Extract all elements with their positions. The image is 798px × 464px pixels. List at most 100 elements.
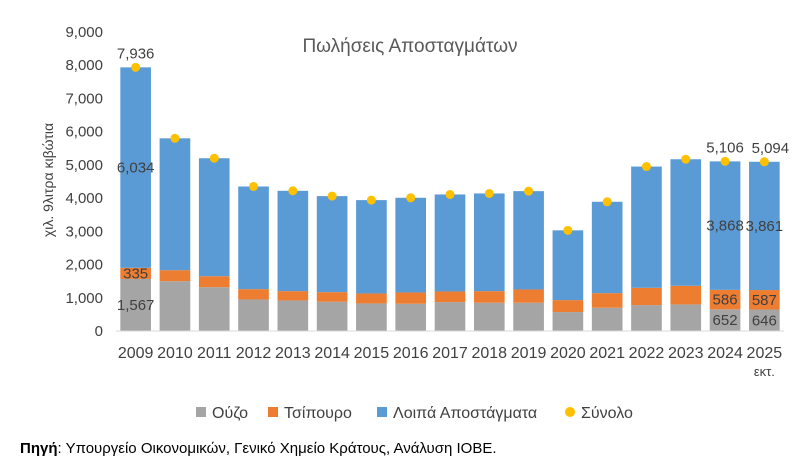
legend-marker [565, 407, 575, 417]
data-label: 6,034 [117, 160, 155, 177]
data-label: 335 [123, 265, 148, 282]
data-label: 5,106 [706, 139, 744, 156]
total-point [209, 153, 219, 163]
bar-segment [513, 191, 544, 290]
bar-segment [434, 302, 466, 331]
data-label: 7,936 [117, 45, 155, 62]
total-point [445, 189, 455, 199]
total-point [602, 197, 612, 207]
data-label: 3,861 [746, 218, 784, 235]
bar-segment [709, 161, 741, 290]
total-point [406, 193, 416, 203]
bar-segment [709, 289, 741, 310]
x-tick-label: 2013 [275, 345, 311, 362]
total-point [249, 181, 259, 191]
y-tick-label: 7,000 [65, 90, 103, 107]
total-point [524, 186, 534, 196]
bar-segment [670, 304, 702, 331]
y-tick-label: 1,000 [65, 290, 103, 307]
x-tick-label: 2022 [629, 345, 665, 362]
bar-segment [277, 291, 309, 301]
bar-segment [198, 287, 230, 331]
legend-swatch [377, 407, 387, 417]
total-point [641, 162, 651, 172]
data-label: 1,567 [117, 297, 155, 314]
legend-label: Λοιπά Αποστάγματα [393, 405, 537, 422]
bar-segment [316, 301, 348, 331]
bar-segment [159, 270, 191, 282]
x-tick-label: 2016 [393, 345, 429, 362]
bar-segment [120, 278, 151, 331]
legend-label: Ούζο [212, 405, 248, 422]
y-tick-label: 5,000 [65, 157, 103, 174]
bar-segment [749, 290, 780, 310]
x-tick-label: 2018 [471, 345, 507, 362]
x-tick-label: 2014 [314, 345, 350, 362]
bar-segment [395, 197, 427, 293]
bar-segment [120, 67, 151, 268]
bar-segment [238, 186, 269, 290]
y-tick-label: 2,000 [65, 257, 103, 274]
bar-segment [631, 287, 662, 306]
bar-segment [631, 305, 662, 331]
bar-segment [552, 230, 584, 301]
y-tick-label: 9,000 [65, 24, 103, 41]
bar-segment [238, 299, 269, 331]
total-point [288, 186, 298, 196]
x-tick-label: 2023 [668, 345, 704, 362]
total-point [759, 157, 769, 167]
bar-segment [356, 303, 387, 331]
bar-segment [631, 166, 662, 288]
bar-segment [198, 276, 230, 288]
legend-label: Σύνολο [581, 405, 633, 422]
bar-segment [238, 289, 269, 300]
legend-label: Τσίπουρο [284, 405, 352, 422]
x-tick-label: 2010 [157, 345, 193, 362]
total-point [720, 156, 730, 166]
x-tick-label: 2020 [550, 345, 586, 362]
x-tick-label: 2019 [511, 345, 547, 362]
bar-segment [749, 161, 780, 291]
bar-segment [473, 193, 505, 292]
source-note: Πηγή: Υπουργείο Οικονομικών, Γενικό Χημε… [20, 440, 497, 457]
total-point [563, 225, 573, 235]
total-point [484, 188, 494, 198]
total-point [366, 195, 376, 205]
legend-swatch [268, 407, 278, 417]
bar-segment [356, 293, 387, 304]
bar-segment [591, 201, 623, 294]
bar-segment [473, 302, 505, 331]
bar-segment [591, 307, 623, 331]
y-tick-label: 3,000 [65, 223, 103, 240]
data-label: 587 [752, 292, 777, 309]
source-text: : Υπουργείο Οικονομικών, Γενικό Χημείο Κ… [57, 440, 497, 457]
source-label: Πηγή [20, 440, 58, 457]
x-tick-label: 2009 [118, 345, 154, 362]
total-point [131, 62, 141, 72]
bar-segment [316, 292, 348, 302]
bar-segment [513, 289, 544, 303]
x-tick-label: 2012 [236, 345, 272, 362]
bar-segment [552, 300, 584, 313]
y-tick-label: 0 [95, 323, 103, 340]
bar-segment [434, 291, 466, 303]
bar-segment [434, 194, 466, 292]
x-tick-label: 2025 [747, 345, 783, 362]
data-label: 3,868 [706, 218, 744, 235]
x-tick-label: 2011 [197, 345, 232, 362]
bar-segment [198, 158, 230, 277]
data-label: 646 [752, 312, 777, 329]
bar-segment [159, 281, 191, 331]
chart-title: Πωλήσεις Αποσταγμάτων [302, 36, 517, 57]
total-point [681, 154, 691, 164]
bar-segment [277, 300, 309, 331]
data-label: 5,094 [752, 140, 790, 157]
legend-swatch [196, 407, 206, 417]
x-tick-label: 2024 [707, 345, 743, 362]
bar-segment [159, 138, 191, 271]
x-tick-label: 2015 [354, 345, 390, 362]
bar-segment [670, 159, 702, 286]
y-axis-label: χιλ. 9λιτρα κιβώτια [40, 123, 56, 237]
bar-segment [552, 312, 584, 331]
bar-segment [395, 292, 427, 304]
